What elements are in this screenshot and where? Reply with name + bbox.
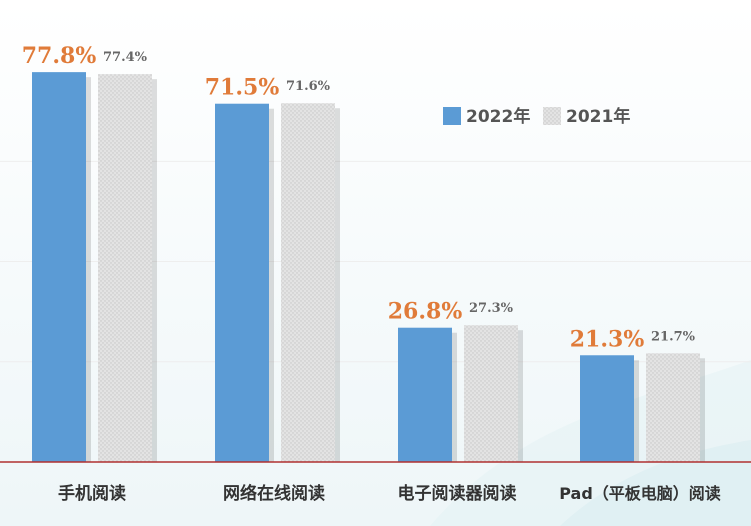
data-label-2021-2: 71.6%	[286, 79, 331, 94]
category-label-online: 网络在线阅读	[223, 483, 325, 504]
legend-label-2021: 2021年	[566, 106, 630, 127]
legend: 2022年 2021年	[443, 106, 630, 127]
bar-2022-3	[398, 327, 452, 462]
bars: 77.8% 77.4% 71.5% 71.6% 26.8% 27.3% 21.3% 21.7%	[22, 43, 705, 463]
legend-label-2022: 2022年	[466, 106, 530, 127]
bar-2022-2	[215, 103, 269, 462]
data-label-2021-1: 77.4%	[103, 50, 148, 65]
data-label-2022-2: 71.5%	[205, 75, 280, 101]
bar-2022-4	[580, 355, 634, 462]
category-labels: 手机阅读 网络在线阅读 电子阅读器阅读 Pad（平板电脑）阅读	[58, 483, 721, 504]
bar-2021-4	[646, 353, 700, 462]
category-label-mobile: 手机阅读	[58, 483, 126, 504]
legend-swatch-2021	[543, 107, 561, 125]
data-label-2021-3: 27.3%	[469, 301, 514, 316]
bar-2022-1	[32, 72, 86, 462]
bar-2021-1	[98, 74, 152, 462]
bar-2021-2	[281, 103, 335, 463]
data-label-2021-4: 21.7%	[651, 329, 696, 344]
data-label-2022-3: 26.8%	[388, 299, 463, 325]
category-label-pad: Pad（平板电脑）阅读	[559, 484, 721, 503]
legend-swatch-2022	[443, 107, 461, 125]
category-label-ereader: 电子阅读器阅读	[398, 483, 517, 504]
data-label-2022-1: 77.8%	[22, 43, 97, 69]
data-label-2022-4: 21.3%	[570, 326, 645, 352]
bar-2021-3	[464, 325, 518, 462]
